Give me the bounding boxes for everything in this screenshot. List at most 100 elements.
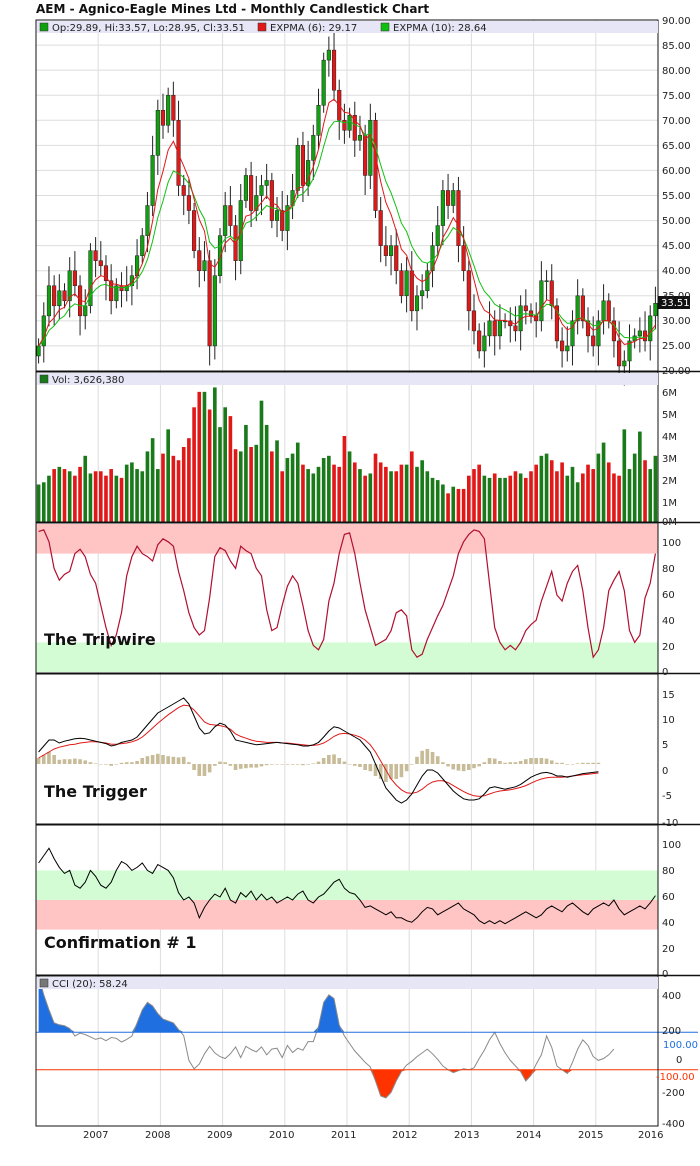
candle [570,310,575,366]
candle [627,324,632,375]
candle-body [446,190,451,206]
trigger-tick: -5 [662,791,672,802]
candle-body [145,205,150,236]
tripwire-tick: 20 [662,642,675,653]
histogram-bar [337,758,342,764]
volume-bar [290,453,295,522]
histogram-bar [130,762,134,764]
histogram-bar [36,758,41,764]
volume-bar [124,464,129,522]
histogram-bar [575,763,580,764]
histogram-bar [477,764,481,767]
volume-bar [441,484,445,522]
price-legend-ohlc: Op:29.89, Hi:33.57, Lo:28.95, Cl:33.51 [52,23,245,34]
candle-body [228,205,233,226]
histogram-bar [472,764,476,769]
trigger-tick: -10 [662,818,678,829]
candle-body [637,330,642,337]
volume-tick: 2M [662,476,677,487]
cci-tick: 400 [662,991,681,1002]
candle [285,194,290,251]
histogram-bar [41,755,46,764]
candle [549,264,554,320]
histogram-bar [332,754,336,764]
volume-bar [539,455,544,522]
chart-title: AEM - Agnico-Eagle Mines Ltd - Monthly C… [36,2,429,16]
histogram-bar [342,761,347,764]
volume-bar [477,464,481,522]
volume-bar [622,429,627,522]
volume-bar [389,471,393,522]
histogram-bar [451,764,456,770]
trigger-tick: 0 [662,766,668,777]
volume-bar [544,453,549,522]
histogram-bar [363,764,367,770]
histogram-bar [254,764,259,768]
candle-body [93,250,98,261]
volume-bar [643,460,647,522]
histogram-bar [259,764,264,767]
histogram-bar [78,759,82,764]
volume-bar [508,475,513,522]
candle [575,279,580,335]
candle-body [83,305,88,317]
volume-bar [202,391,207,522]
volume-bar [606,462,611,522]
volume-bar [347,451,352,522]
last-price-box [658,296,690,309]
trigger-tick: 5 [662,740,668,751]
candle [466,260,471,331]
histogram-bar [119,762,124,764]
histogram-bar [508,762,513,764]
candle-body [62,290,67,302]
histogram-bar [104,764,108,765]
price-tick: 45.00 [662,241,691,252]
candle [420,274,425,310]
histogram-bar [492,758,497,764]
price-tick: 85.00 [662,41,691,52]
volume-bar [549,460,554,522]
candle [311,124,316,180]
candle-body [331,49,337,91]
candle-body [202,260,207,271]
candle [544,270,549,301]
candle-body [249,175,254,211]
candle [383,226,388,267]
candle [368,103,373,189]
tripwire-panel-label: The Tripwire [44,630,156,649]
cci-tick: -400 [662,1119,685,1130]
price-legend-swatch [39,22,49,32]
volume-bar [570,466,575,522]
candle-body [373,120,378,211]
volume-bar [254,444,259,522]
price-tick: 70.00 [662,116,691,127]
volume-bar [161,453,165,522]
candle-body [280,210,285,231]
candle [160,93,166,139]
candle-body [554,305,559,342]
volume-bar [435,480,440,522]
volume-tick: 0M [662,517,677,528]
histogram-bar [192,764,196,770]
candle [617,321,622,377]
candle [637,317,642,353]
volume-tick: 4M [662,432,677,443]
candle-body [456,190,461,246]
volume-bar [461,488,466,522]
candle [534,302,539,338]
trigger-tick: 15 [662,690,675,701]
volume-bar [420,460,424,522]
volume-bar [430,477,435,522]
candle [171,81,176,137]
histogram-bar [404,764,409,772]
price-tick: 75.00 [662,91,691,102]
price-tick: 60.00 [662,166,691,177]
histogram-bar [181,756,186,764]
volume-bar [487,477,492,522]
volume-bar [503,477,507,522]
candle-body [492,320,497,337]
year-label: 2013 [454,1130,479,1141]
histogram-bar [140,758,145,764]
year-label: 2016 [638,1130,663,1141]
volume-bar [197,391,202,522]
